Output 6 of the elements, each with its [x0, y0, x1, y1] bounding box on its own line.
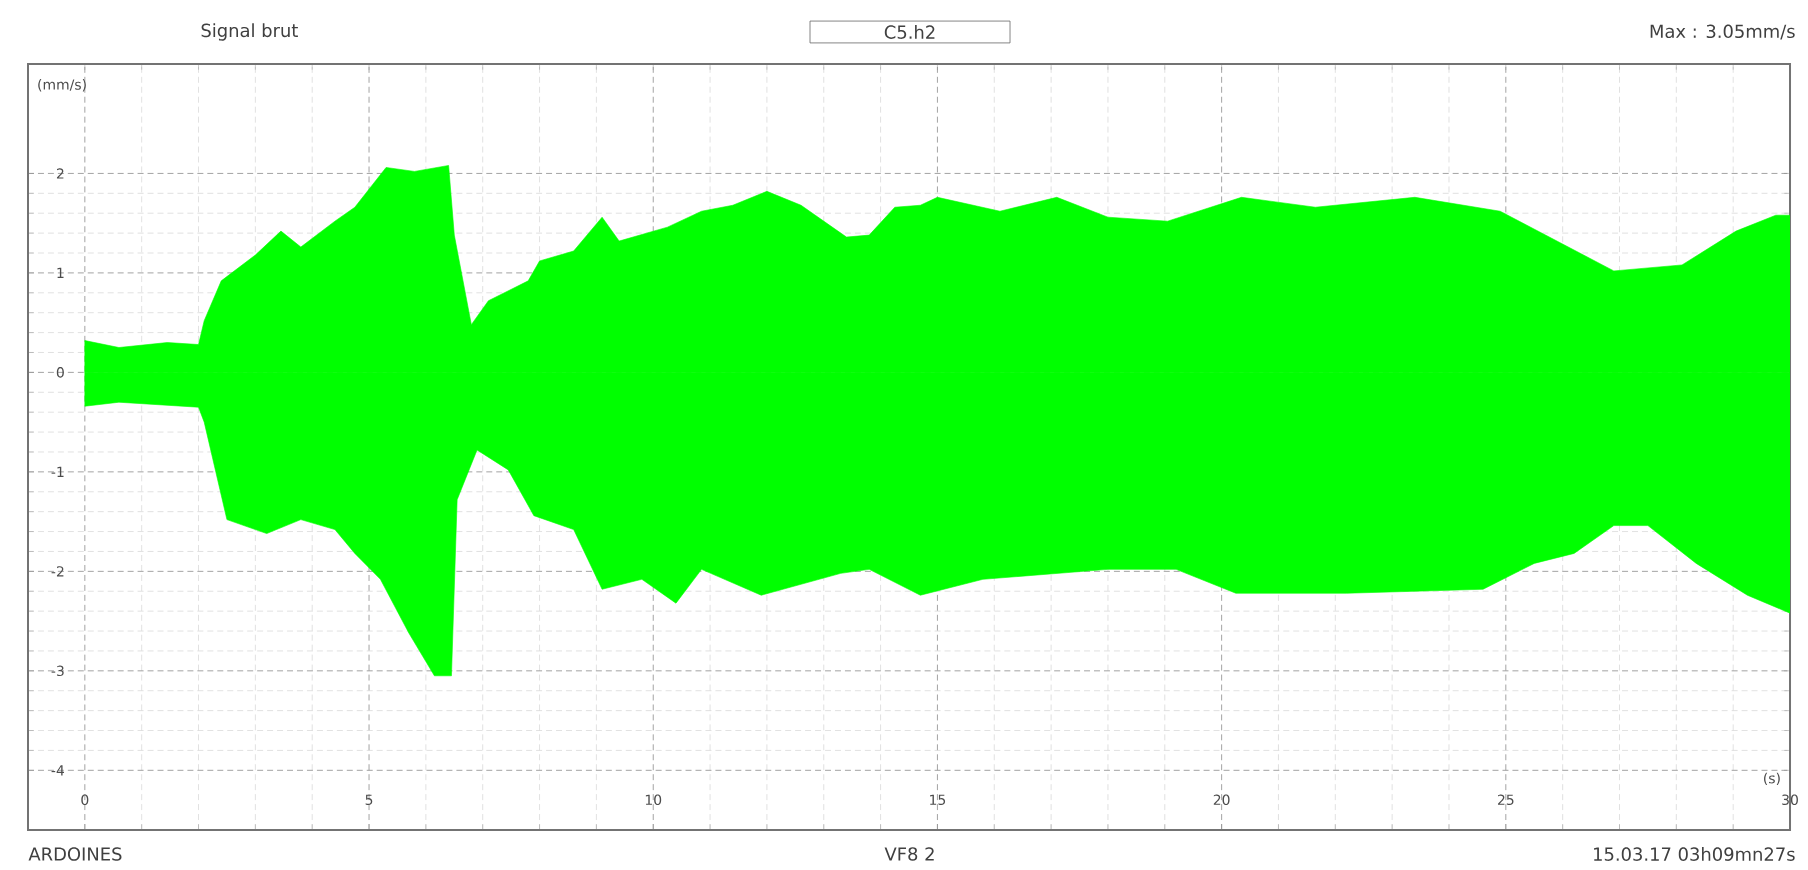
chart-subtitle: C5.h2 — [884, 25, 935, 39]
text: VF8 2 — [884, 847, 934, 861]
chart-title: Signal brut — [201, 23, 298, 41]
text: Max : 3.05mm/s — [1650, 24, 1795, 40]
text: 15.03.17 03h09mn27s — [1594, 847, 1795, 861]
text: ARDOINES — [28, 847, 122, 861]
